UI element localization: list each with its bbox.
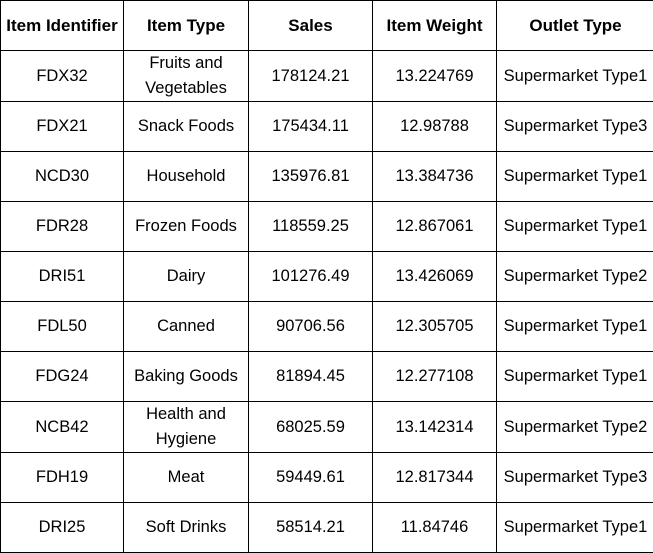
cell-sales: 135976.81 [249,152,373,202]
cell-item-weight: 13.426069 [373,252,497,302]
cell-sales: 68025.59 [249,402,373,453]
cell-outlet-type: Supermarket Type1 [497,503,653,553]
cell-item-type: Household [124,152,249,202]
cell-item-weight: 13.142314 [373,402,497,453]
header-row: Item Identifier Item Type Sales Item Wei… [1,1,653,51]
table-row: NCD30 Household 135976.81 13.384736 Supe… [1,152,653,202]
cell-item-weight: 12.98788 [373,102,497,152]
cell-item-weight: 12.817344 [373,453,497,503]
cell-item-weight: 12.277108 [373,352,497,402]
cell-sales: 90706.56 [249,302,373,352]
header-sales: Sales [249,1,373,51]
cell-item-identifier: NCD30 [1,152,124,202]
table-row: FDH19 Meat 59449.61 12.817344 Supermarke… [1,453,653,503]
cell-item-identifier: DRI25 [1,503,124,553]
cell-item-weight: 13.384736 [373,152,497,202]
cell-item-type: Canned [124,302,249,352]
cell-item-type: Health and Hygiene [124,402,249,453]
cell-sales: 101276.49 [249,252,373,302]
cell-outlet-type: Supermarket Type1 [497,302,653,352]
cell-item-weight: 13.224769 [373,51,497,102]
cell-item-weight: 11.84746 [373,503,497,553]
cell-sales: 118559.25 [249,202,373,252]
cell-item-identifier: FDG24 [1,352,124,402]
cell-item-type: Soft Drinks [124,503,249,553]
cell-outlet-type: Supermarket Type1 [497,202,653,252]
cell-item-type: Dairy [124,252,249,302]
cell-outlet-type: Supermarket Type3 [497,453,653,503]
cell-item-identifier: FDL50 [1,302,124,352]
header-item-identifier: Item Identifier [1,1,124,51]
cell-item-type: Baking Goods [124,352,249,402]
table-row: FDG24 Baking Goods 81894.45 12.277108 Su… [1,352,653,402]
header-item-type: Item Type [124,1,249,51]
table-row: FDL50 Canned 90706.56 12.305705 Supermar… [1,302,653,352]
cell-item-weight: 12.867061 [373,202,497,252]
cell-outlet-type: Supermarket Type2 [497,252,653,302]
cell-outlet-type: Supermarket Type1 [497,352,653,402]
table-row: FDX32 Fruits and Vegetables 178124.21 13… [1,51,653,102]
cell-item-identifier: FDX32 [1,51,124,102]
cell-item-identifier: FDR28 [1,202,124,252]
cell-outlet-type: Supermarket Type3 [497,102,653,152]
cell-sales: 58514.21 [249,503,373,553]
cell-sales: 59449.61 [249,453,373,503]
cell-item-weight: 12.305705 [373,302,497,352]
cell-item-type: Frozen Foods [124,202,249,252]
header-outlet-type: Outlet Type [497,1,653,51]
cell-item-identifier: NCB42 [1,402,124,453]
cell-item-identifier: DRI51 [1,252,124,302]
cell-sales: 81894.45 [249,352,373,402]
cell-item-type: Snack Foods [124,102,249,152]
table-row: DRI25 Soft Drinks 58514.21 11.84746 Supe… [1,503,653,553]
table-row: FDX21 Snack Foods 175434.11 12.98788 Sup… [1,102,653,152]
table-row: FDR28 Frozen Foods 118559.25 12.867061 S… [1,202,653,252]
cell-item-identifier: FDH19 [1,453,124,503]
header-item-weight: Item Weight [373,1,497,51]
table-row: DRI51 Dairy 101276.49 13.426069 Supermar… [1,252,653,302]
cell-item-type: Meat [124,453,249,503]
cell-outlet-type: Supermarket Type1 [497,152,653,202]
cell-outlet-type: Supermarket Type2 [497,402,653,453]
table-row: NCB42 Health and Hygiene 68025.59 13.142… [1,402,653,453]
cell-sales: 175434.11 [249,102,373,152]
cell-sales: 178124.21 [249,51,373,102]
cell-outlet-type: Supermarket Type1 [497,51,653,102]
cell-item-type: Fruits and Vegetables [124,51,249,102]
cell-item-identifier: FDX21 [1,102,124,152]
